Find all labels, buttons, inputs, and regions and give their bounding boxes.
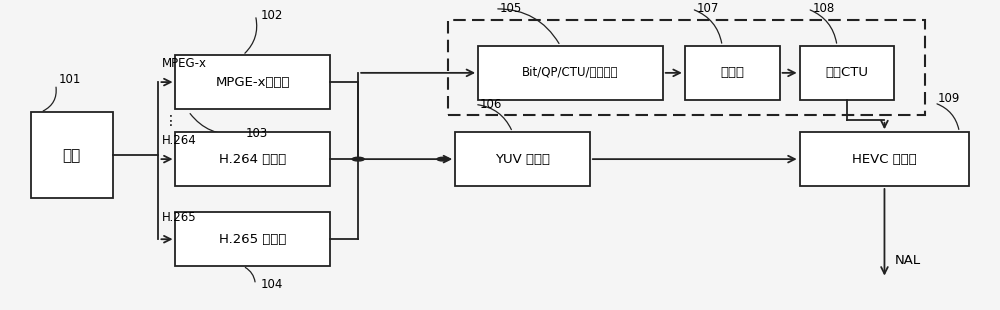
Text: 分块CTU: 分块CTU <box>826 66 869 79</box>
Text: 106: 106 <box>480 98 502 111</box>
Text: 预处理: 预处理 <box>720 66 744 79</box>
Text: 107: 107 <box>697 2 719 16</box>
Text: HEVC 编码器: HEVC 编码器 <box>852 153 917 166</box>
Text: H.264: H.264 <box>161 134 196 147</box>
Text: ⋮: ⋮ <box>163 113 177 128</box>
Bar <box>478 46 663 100</box>
Bar <box>31 112 113 198</box>
Text: 101: 101 <box>59 73 81 86</box>
Text: H.265: H.265 <box>161 211 196 224</box>
Bar <box>800 46 894 100</box>
Text: 102: 102 <box>260 9 283 22</box>
Circle shape <box>352 157 364 161</box>
Text: Bit/QP/CTU/编码类型: Bit/QP/CTU/编码类型 <box>522 66 619 79</box>
Text: 103: 103 <box>245 127 268 140</box>
Text: 信源: 信源 <box>62 148 81 163</box>
Text: H.264 解码器: H.264 解码器 <box>219 153 286 166</box>
Bar <box>448 20 925 115</box>
Bar <box>175 55 330 109</box>
Text: 109: 109 <box>937 92 960 105</box>
Text: MPEG-x: MPEG-x <box>161 57 206 70</box>
Bar <box>685 46 780 100</box>
Bar <box>455 132 590 186</box>
Text: 104: 104 <box>260 278 283 291</box>
Text: 108: 108 <box>813 2 835 16</box>
Text: H.265 解码器: H.265 解码器 <box>219 233 287 246</box>
Text: MPGE-x解码器: MPGE-x解码器 <box>216 76 290 89</box>
Bar <box>800 132 969 186</box>
Bar <box>175 212 330 266</box>
Text: 105: 105 <box>500 2 522 16</box>
Text: NAL: NAL <box>894 254 921 267</box>
Bar <box>175 132 330 186</box>
Text: YUV 缓冲区: YUV 缓冲区 <box>495 153 550 166</box>
Circle shape <box>437 157 449 161</box>
